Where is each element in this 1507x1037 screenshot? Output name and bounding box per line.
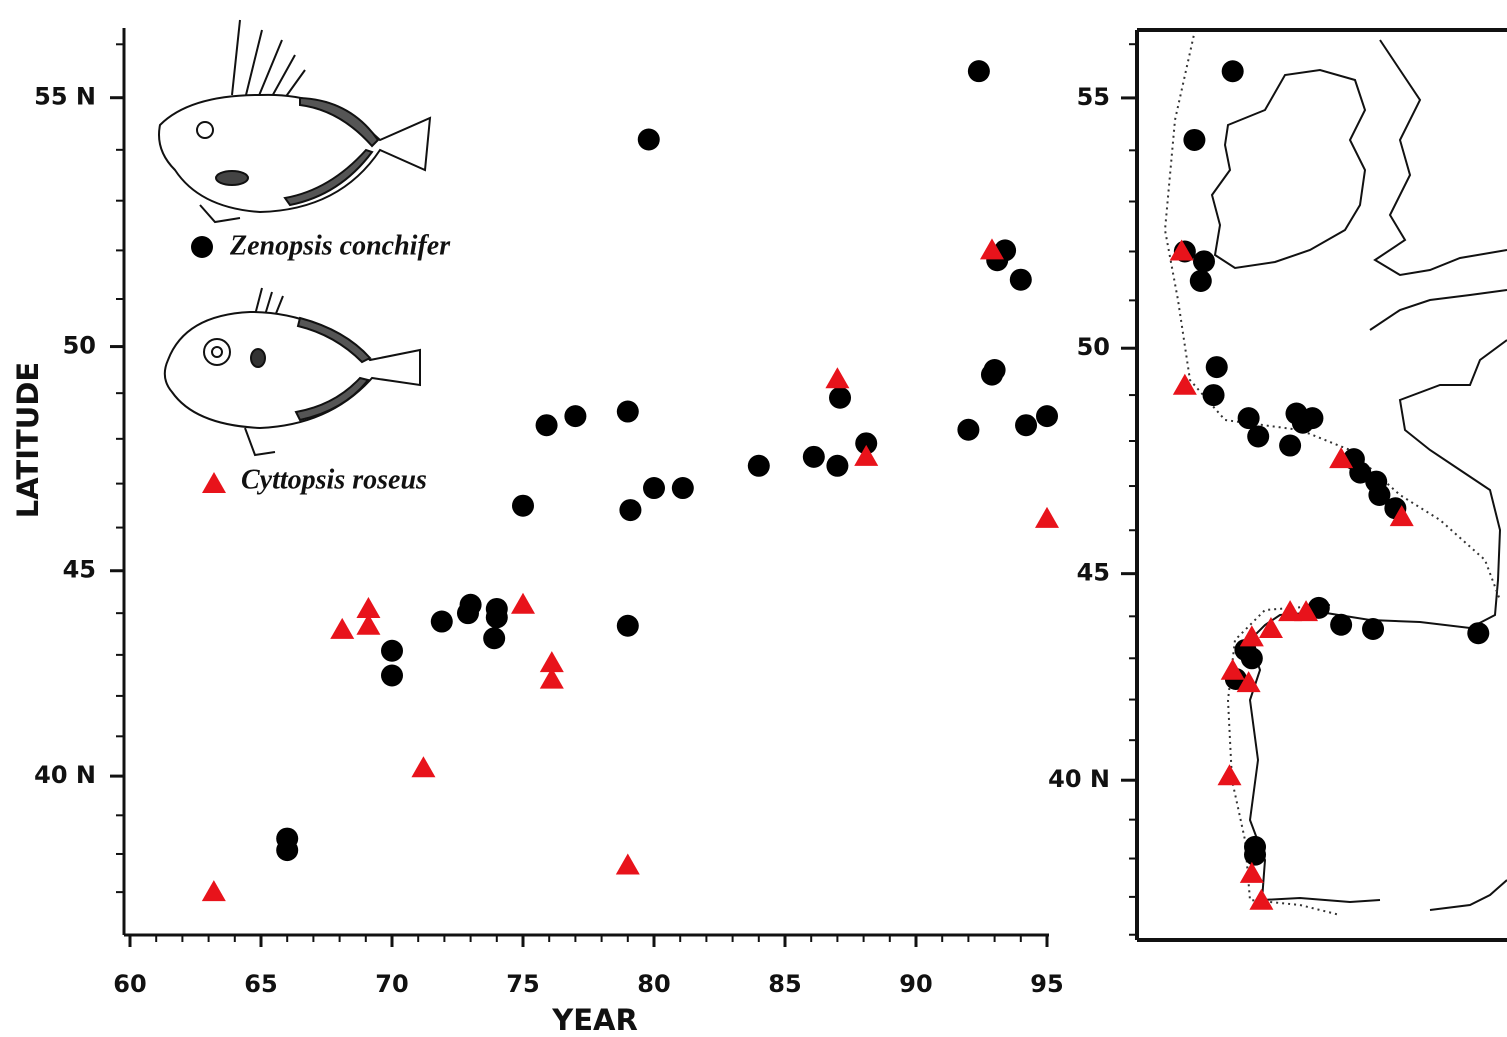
map-coastline — [1163, 29, 1507, 916]
data-point — [825, 367, 850, 389]
map-location — [1368, 483, 1391, 506]
map-location — [1237, 407, 1260, 430]
map-location — [1349, 461, 1372, 484]
map-location — [1247, 425, 1270, 448]
map-location — [1236, 671, 1261, 693]
map-location — [1294, 600, 1319, 622]
x-tick-label: 80 — [637, 970, 670, 998]
legend-label: Cyttopsis roseus — [241, 464, 427, 495]
map-location — [1240, 647, 1263, 670]
data-point — [671, 477, 694, 500]
map-location — [1330, 613, 1353, 636]
map-location — [1278, 600, 1303, 622]
y-tick-label: 55 — [1077, 83, 1110, 111]
data-point — [854, 444, 879, 466]
data-point — [829, 386, 852, 409]
y-tick-label: 45 — [63, 556, 96, 584]
data-point — [201, 880, 226, 902]
map-location — [1202, 384, 1225, 407]
data-point — [356, 613, 381, 635]
data-point — [511, 592, 535, 614]
data-point — [381, 639, 403, 662]
x-tick-label: 95 — [1030, 970, 1063, 998]
data-point — [539, 667, 564, 689]
data-point — [456, 602, 479, 625]
y-tick-label: 45 — [1077, 559, 1110, 587]
x-tick-label: 65 — [244, 970, 277, 998]
map-location — [1220, 658, 1245, 680]
fish-zenopsis — [158, 19, 432, 224]
data-point — [430, 610, 453, 633]
data-point — [535, 414, 558, 437]
data-point — [747, 454, 770, 477]
data-point — [616, 614, 639, 637]
data-point — [276, 839, 299, 862]
data-point — [1035, 506, 1059, 528]
data-point — [637, 128, 660, 151]
y-tick-label: 50 — [63, 332, 96, 360]
data-point — [1009, 268, 1032, 291]
map-location — [1192, 250, 1215, 273]
data-point — [979, 238, 1004, 260]
data-point — [381, 664, 403, 687]
map-location — [1172, 373, 1197, 395]
data-point — [855, 432, 878, 455]
data-point — [1036, 405, 1058, 428]
y-tick-label: 50 — [1077, 333, 1110, 361]
y-tick-label: 40 N — [1048, 765, 1110, 793]
data-point — [967, 60, 990, 83]
map-location — [1239, 625, 1264, 647]
map-location — [1389, 505, 1414, 527]
data-point — [643, 477, 665, 500]
data-point — [483, 627, 506, 650]
map-location — [1258, 616, 1283, 638]
data-point — [512, 494, 534, 517]
y-tick-label: 40 N — [34, 761, 96, 789]
data-point — [330, 617, 355, 639]
map-location — [1183, 128, 1206, 151]
map-location — [1291, 411, 1314, 434]
map-location — [1467, 622, 1490, 645]
data-point — [802, 445, 825, 468]
x-tick-label: 60 — [113, 970, 146, 998]
data-point — [619, 499, 642, 522]
data-point — [539, 651, 564, 673]
y-tick-label: 55 N — [34, 83, 96, 111]
x-axis-title: YEAR — [551, 1003, 638, 1037]
y-axis-title: LATITUDE — [11, 362, 45, 518]
map-location — [1249, 888, 1274, 910]
data-point — [826, 454, 849, 477]
x-tick-label: 70 — [375, 970, 408, 998]
legend-label: Zenopsis conchifer — [229, 230, 451, 261]
data-point — [356, 596, 381, 618]
map-location — [1362, 617, 1385, 640]
map-location — [1239, 861, 1264, 883]
map-location — [1169, 239, 1194, 261]
x-tick-label: 75 — [506, 970, 539, 998]
map-location — [1329, 447, 1354, 469]
map-location — [1205, 356, 1228, 379]
map-location — [1279, 434, 1302, 457]
map-location — [1217, 764, 1242, 786]
legend-marker — [202, 472, 226, 493]
data-point — [564, 405, 587, 428]
map-location — [1244, 843, 1267, 866]
data-point — [485, 606, 508, 629]
x-tick-label: 85 — [768, 970, 801, 998]
data-point — [980, 363, 1003, 386]
legend-marker — [191, 236, 213, 258]
map-location — [1189, 269, 1212, 292]
x-tick-label: 90 — [899, 970, 932, 998]
data-point — [1015, 414, 1038, 437]
data-point — [616, 400, 639, 423]
map-location — [1221, 60, 1244, 83]
fish-cyttopsis — [163, 287, 421, 457]
data-point — [615, 853, 640, 875]
data-point — [957, 418, 980, 441]
data-point — [411, 756, 436, 778]
